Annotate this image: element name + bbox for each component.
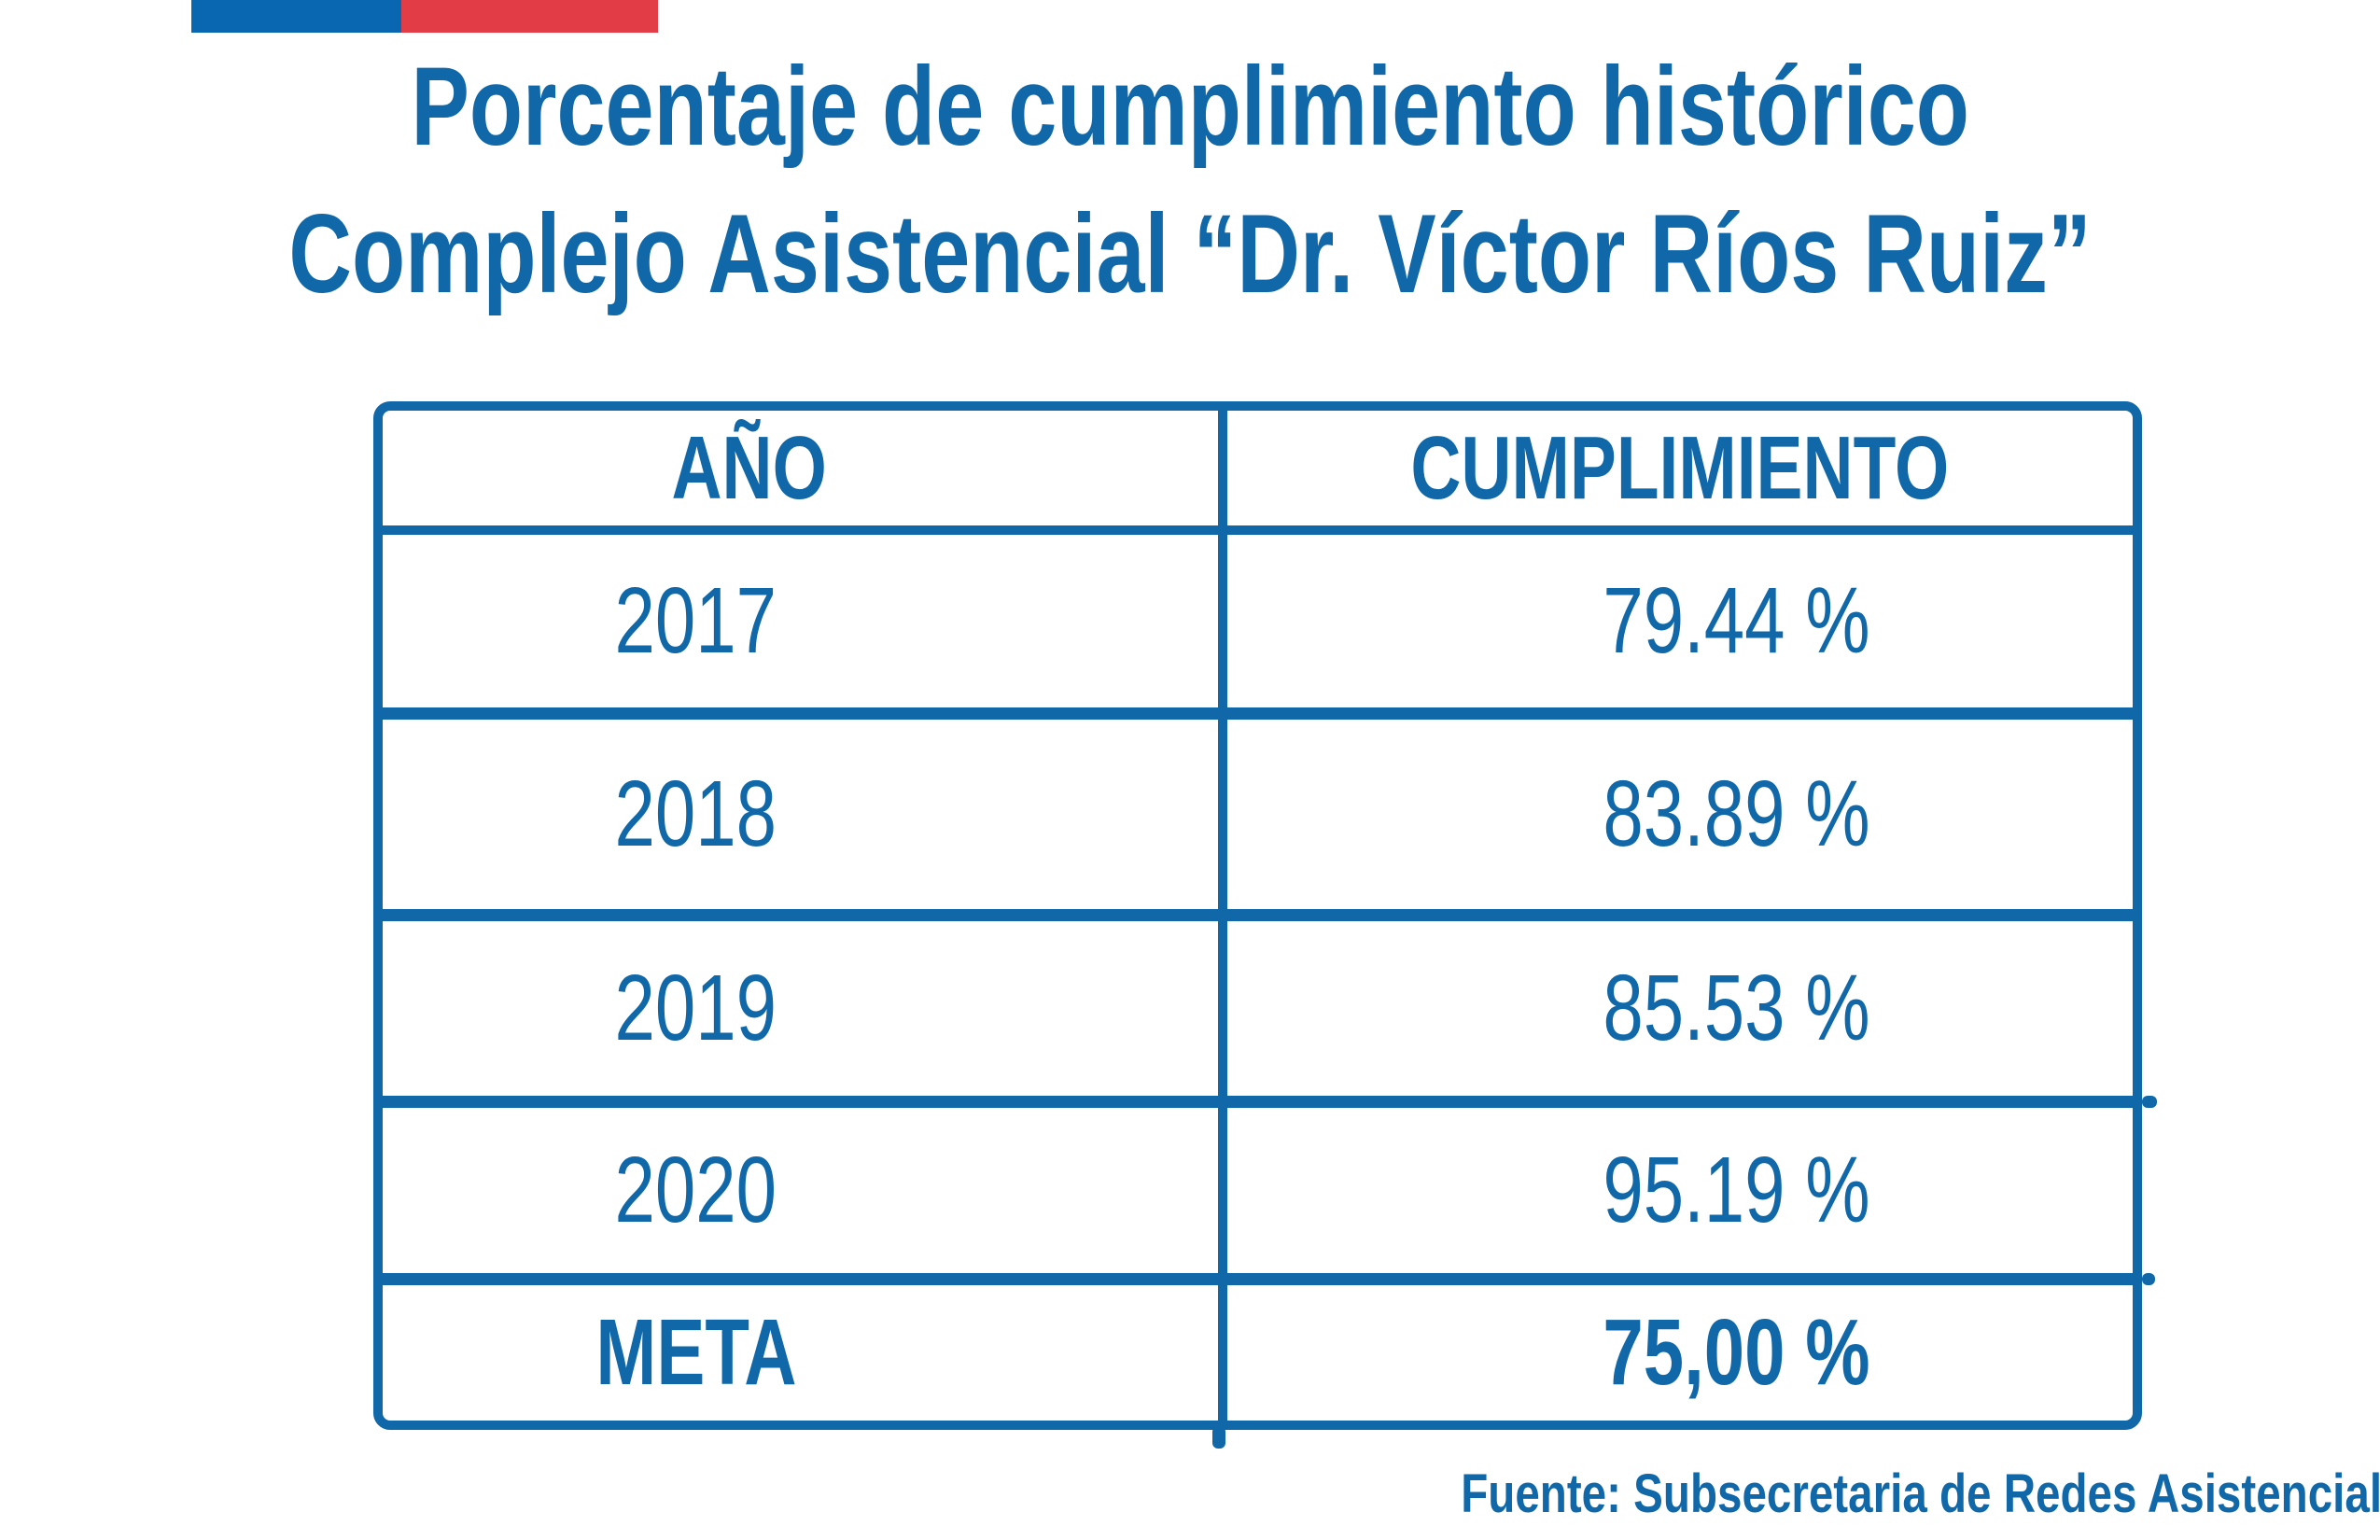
table-line-overshoot — [2142, 1096, 2157, 1108]
value-cell: 85.53 % — [1218, 909, 2133, 1096]
value-cell: 79.44 % — [1218, 525, 2133, 707]
title-line-2: Complejo Asistencial “Dr. Víctor Ríos Ru… — [288, 191, 2092, 316]
table-line-overshoot — [2142, 1273, 2155, 1285]
flag-red-segment — [401, 0, 658, 33]
slide-title: Porcentaje de cumplimiento histórico Com… — [0, 33, 2380, 328]
title-line-1: Porcentaje de cumplimiento histórico — [411, 44, 1969, 169]
col-header-compliance: CUMPLIMIENTO — [1218, 411, 2133, 525]
meta-value-cell: 75,00 % — [1218, 1273, 2133, 1421]
table-line-overshoot — [1212, 1426, 1225, 1449]
value-cell: 83.89 % — [1218, 707, 2133, 909]
flag-blue-segment — [191, 0, 401, 33]
source-note: Fuente: Subsecretaria de Redes Asistenci… — [1461, 1463, 2380, 1524]
year-cell: 2018 — [383, 707, 1218, 909]
meta-label-cell: META — [383, 1273, 1218, 1421]
year-cell: 2017 — [383, 525, 1218, 707]
chile-flag-bar-icon — [191, 0, 658, 33]
value-cell: 95.19 % — [1218, 1096, 2133, 1273]
compliance-table: AÑO CUMPLIMIENTO 2017 79.44 % 2018 83.89… — [373, 401, 2142, 1430]
year-cell: 2020 — [383, 1096, 1218, 1273]
year-cell: 2019 — [383, 909, 1218, 1096]
col-header-year: AÑO — [671, 417, 827, 518]
